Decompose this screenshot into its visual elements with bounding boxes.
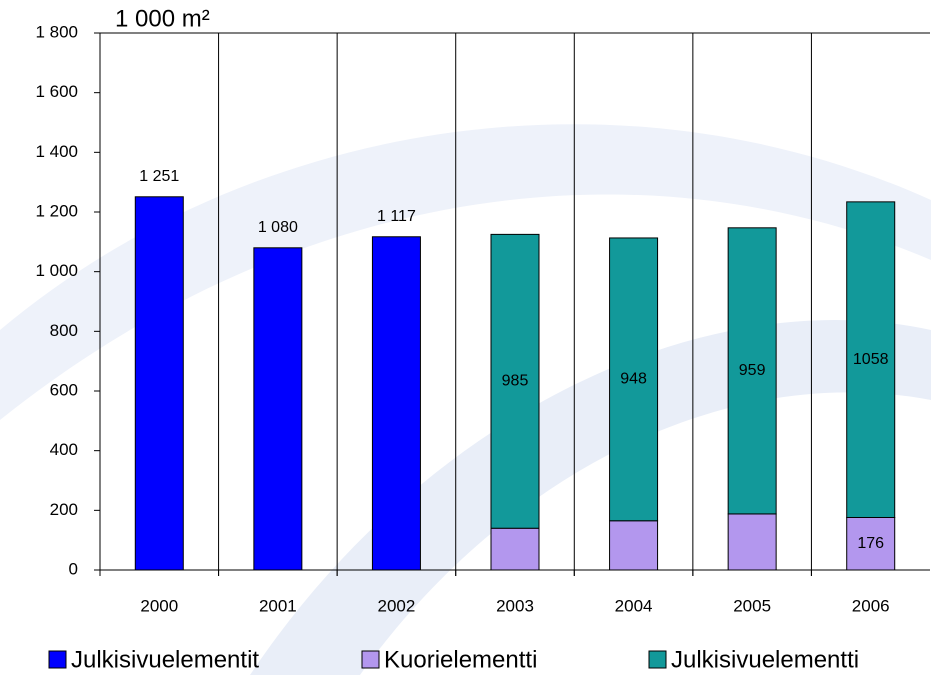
x-tick-label: 2002: [378, 596, 416, 615]
x-tick-label: 2005: [733, 596, 771, 615]
y-tick-label: 1 600: [35, 82, 78, 101]
data-label: 176: [857, 535, 884, 552]
legend-label: Kuorielementti: [384, 646, 537, 673]
x-tick-label: 2001: [259, 596, 297, 615]
legend-label: Julkisivuelementti: [671, 646, 859, 673]
bar-segment: [727, 513, 777, 571]
legend-label: Julkisivuelementit: [71, 646, 259, 673]
axis-unit: 1 000 m²: [115, 5, 210, 32]
bar-segment: [490, 233, 540, 529]
y-tick-label: 1 000: [35, 261, 78, 280]
y-tick-label: 800: [50, 321, 78, 340]
bar-segment: [371, 236, 421, 571]
bar-segment: [846, 516, 896, 571]
y-tick-label: 200: [50, 500, 78, 519]
legend-swatch: [48, 650, 67, 669]
bar-segment: [609, 520, 659, 571]
bar-segment: [727, 227, 777, 515]
data-label: 1058: [853, 351, 889, 368]
x-tick-label: 2003: [496, 596, 534, 615]
bar-segment: [134, 196, 184, 571]
bar-segment: [253, 247, 303, 571]
data-label: 1 117: [377, 208, 416, 225]
data-label: 1 251: [139, 168, 179, 185]
background: [0, 124, 931, 675]
data-label: 985: [502, 373, 529, 390]
x-tick-label: 2000: [140, 596, 178, 615]
y-tick-label: 0: [69, 559, 78, 578]
data-label: 1 080: [258, 219, 298, 236]
data-label: 948: [620, 371, 647, 388]
bar-segment: [490, 527, 540, 571]
y-tick-label: 1 200: [35, 201, 78, 220]
x-tick-label: 2006: [852, 596, 890, 615]
data-label: 959: [739, 362, 766, 379]
legend-swatch: [648, 650, 667, 669]
bar-segment: [846, 201, 896, 518]
x-tick-label: 2004: [615, 596, 653, 615]
y-tick-label: 1 800: [35, 22, 78, 41]
legend-swatch: [361, 650, 380, 669]
swoosh: [0, 124, 931, 420]
y-tick-label: 400: [50, 440, 78, 459]
y-tick-label: 600: [50, 380, 78, 399]
y-tick-label: 1 400: [35, 142, 78, 161]
swoosh: [250, 319, 931, 675]
bar-segment: [609, 237, 659, 522]
